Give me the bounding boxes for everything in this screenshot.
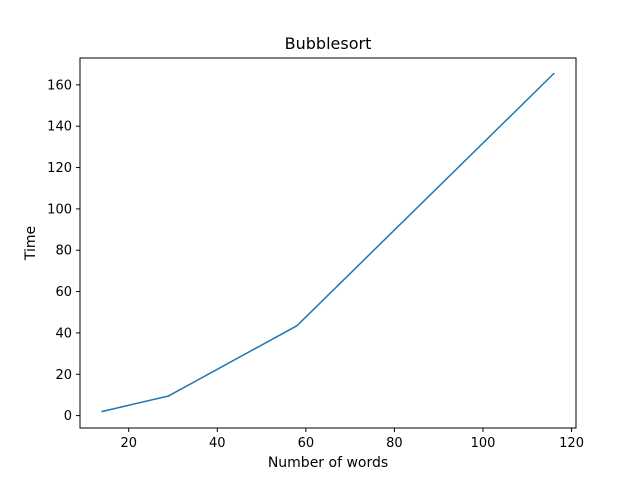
x-axis-label: Number of words	[268, 455, 388, 471]
y-tick-label: 140	[47, 120, 72, 135]
y-tick-label: 160	[47, 78, 72, 93]
y-axis-label: Time	[23, 226, 39, 261]
y-tick-label: 20	[55, 368, 72, 383]
y-axis: 0 20 40 60 80 100 120 140 160	[47, 78, 80, 424]
x-tick-label: 80	[386, 436, 403, 451]
plot-area	[101, 72, 555, 413]
data-point	[296, 324, 298, 327]
y-tick-label: 100	[47, 202, 72, 217]
series-line	[101, 72, 555, 413]
y-tick-label: 40	[55, 326, 72, 341]
y-tick-label: 80	[55, 244, 72, 259]
data-point	[167, 395, 170, 397]
data-point	[553, 72, 555, 75]
chart-title: Bubblesort	[285, 34, 372, 53]
y-tick-label: 0	[64, 409, 72, 424]
y-tick-label: 60	[55, 285, 72, 300]
x-tick-label: 20	[120, 436, 137, 451]
x-tick-label: 100	[471, 436, 496, 451]
x-tick-label: 60	[298, 436, 315, 451]
x-axis: 20 40 60 80 100 120	[120, 428, 584, 451]
y-tick-label: 120	[47, 161, 72, 176]
axes-frame	[79, 57, 577, 429]
x-tick-label: 40	[209, 436, 226, 451]
data-point	[101, 410, 103, 413]
x-tick-label: 120	[559, 436, 584, 451]
